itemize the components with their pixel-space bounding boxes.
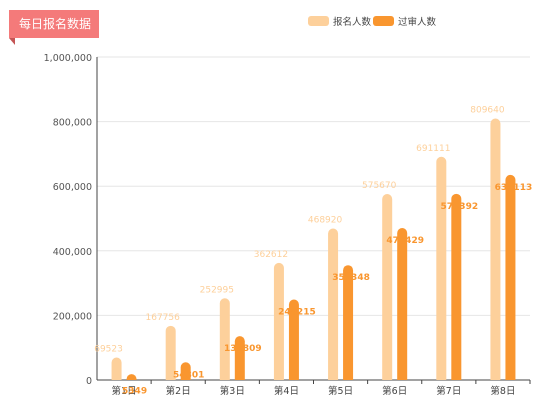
data-label-approved: 635113 (495, 183, 533, 193)
legend-label-registered: 报名人数 (333, 16, 372, 28)
bar-approved (126, 374, 137, 380)
x-tick-label: 第6日 (382, 385, 407, 397)
legend-label-approved: 过审人数 (398, 16, 437, 28)
x-tick-label: 第4日 (274, 385, 299, 397)
x-tick-label: 第1日 (112, 385, 137, 397)
y-tick-label: 400,000 (53, 247, 92, 258)
y-tick-label: 200,000 (53, 311, 92, 322)
x-tick-label: 第2日 (166, 385, 191, 397)
data-label-registered: 167756 (146, 313, 181, 323)
data-label-approved: 355348 (332, 273, 370, 283)
y-tick-label: 0 (86, 376, 92, 387)
bar-approved (288, 299, 299, 380)
data-label-registered: 691111 (416, 144, 450, 154)
data-label-registered: 69523 (94, 345, 123, 355)
data-label-registered: 468920 (308, 216, 343, 226)
chart-title: 每日报名数据 (9, 10, 99, 38)
bar-approved (505, 174, 516, 380)
data-label-approved: 249215 (278, 308, 316, 318)
legend-swatch-registered (308, 16, 329, 26)
title-tab-fold (9, 38, 15, 45)
bar-registered (165, 325, 176, 380)
bar-registered (328, 228, 339, 380)
y-tick-label: 600,000 (53, 182, 92, 193)
data-label-registered: 252995 (200, 285, 234, 295)
bar-registered (273, 262, 284, 380)
bar-approved (397, 228, 408, 380)
bar-approved (343, 265, 354, 380)
data-label-registered: 362612 (254, 250, 288, 260)
bar-approved (234, 336, 245, 380)
x-tick-label: 第7日 (436, 385, 461, 397)
bar-registered (111, 357, 122, 380)
y-tick-label: 800,000 (53, 118, 92, 129)
legend-swatch-approved (373, 16, 394, 26)
bar-registered (382, 194, 393, 380)
x-tick-label: 第8日 (490, 385, 515, 397)
x-tick-label: 第3日 (220, 385, 245, 397)
bar-approved (180, 362, 191, 380)
bar-registered (219, 298, 230, 380)
y-tick-label: 1,000,000 (44, 53, 92, 64)
bar-approved (451, 193, 462, 380)
data-label-approved: 576392 (441, 202, 479, 212)
bar-registered (436, 156, 447, 380)
data-label-approved: 5349 (122, 386, 147, 396)
data-label-approved: 54801 (173, 370, 204, 380)
data-label-approved: 135809 (224, 344, 262, 354)
data-label-approved: 470429 (386, 236, 424, 246)
data-label-registered: 575670 (362, 181, 397, 191)
bar-registered (490, 118, 501, 381)
x-tick-label: 第5日 (328, 385, 353, 397)
data-label-registered: 809640 (470, 105, 505, 115)
